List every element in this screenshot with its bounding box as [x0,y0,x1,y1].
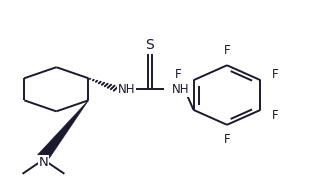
Text: N: N [39,156,48,170]
Text: F: F [175,69,182,81]
Text: F: F [272,69,279,81]
Text: F: F [224,133,230,146]
Text: F: F [224,44,230,57]
Text: NH: NH [172,83,190,96]
Polygon shape [38,100,89,158]
Text: NH: NH [118,83,135,96]
Text: F: F [272,109,279,122]
Text: S: S [145,38,154,52]
